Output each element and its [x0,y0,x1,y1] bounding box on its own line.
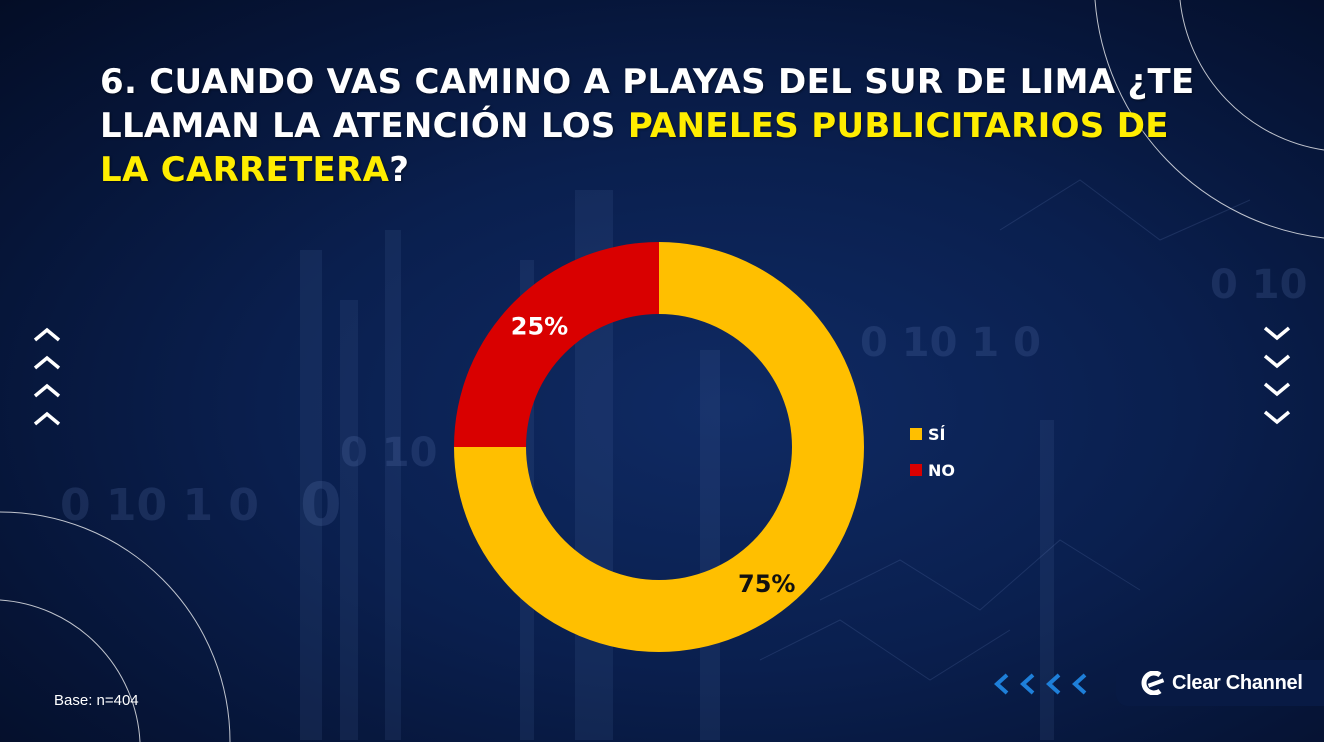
legend-label: SÍ [928,424,946,444]
chart-legend: SÍ NO [910,416,955,488]
title-end: ? [389,150,410,190]
chevron-left-icon [994,673,1009,695]
chevron-left-icon [1046,673,1061,695]
left-chevrons [32,322,62,434]
base-note: Base: n=404 [54,692,139,709]
question-title: 6. CUANDO VAS CAMINO A PLAYAS DEL SUR DE… [100,60,1200,192]
background-digit: 0 10 1 0 [60,480,260,531]
logo-text: Clear Channel [1172,671,1303,694]
data-label: 75% [738,570,795,598]
chart-slices [454,242,864,652]
chevron-up-icon [33,355,61,370]
donut-slice-si [454,242,864,652]
clear-channel-logo: Clear Channel [1116,660,1324,706]
chevron-up-icon [33,383,61,398]
chevron-down-icon [1263,410,1291,425]
legend-item: SÍ [910,416,955,452]
legend-swatch [910,428,922,440]
donut-slice-no [454,242,659,447]
chevron-down-icon [1263,354,1291,369]
legend-label: NO [928,460,955,480]
data-label: 25% [511,312,568,340]
chevron-up-icon [33,327,61,342]
background-digit: 0 10 [1210,262,1308,308]
chevron-left-icon [1020,673,1035,695]
background-digit: 0 10 1 0 [860,320,1041,366]
chevron-up-icon [33,411,61,426]
chevron-down-icon [1263,382,1291,397]
right-chevrons [1262,320,1292,432]
title-highlight: PANELES PUBLICITARIOS DE LA CARRETERA [100,106,1169,190]
clear-channel-logo-icon [1141,671,1165,695]
legend-item: NO [910,452,955,488]
chart-data-labels: 75% 25% [511,312,796,597]
legend-swatch [910,464,922,476]
title-text: 6. CUANDO VAS CAMINO A PLAYAS DEL SUR DE… [100,62,1195,146]
bottom-chevrons [990,670,1092,698]
background-digit: 0 [300,470,342,540]
chevron-left-icon [1072,673,1087,695]
background-digit: 0 10 [340,430,438,476]
chevron-down-icon [1263,326,1291,341]
